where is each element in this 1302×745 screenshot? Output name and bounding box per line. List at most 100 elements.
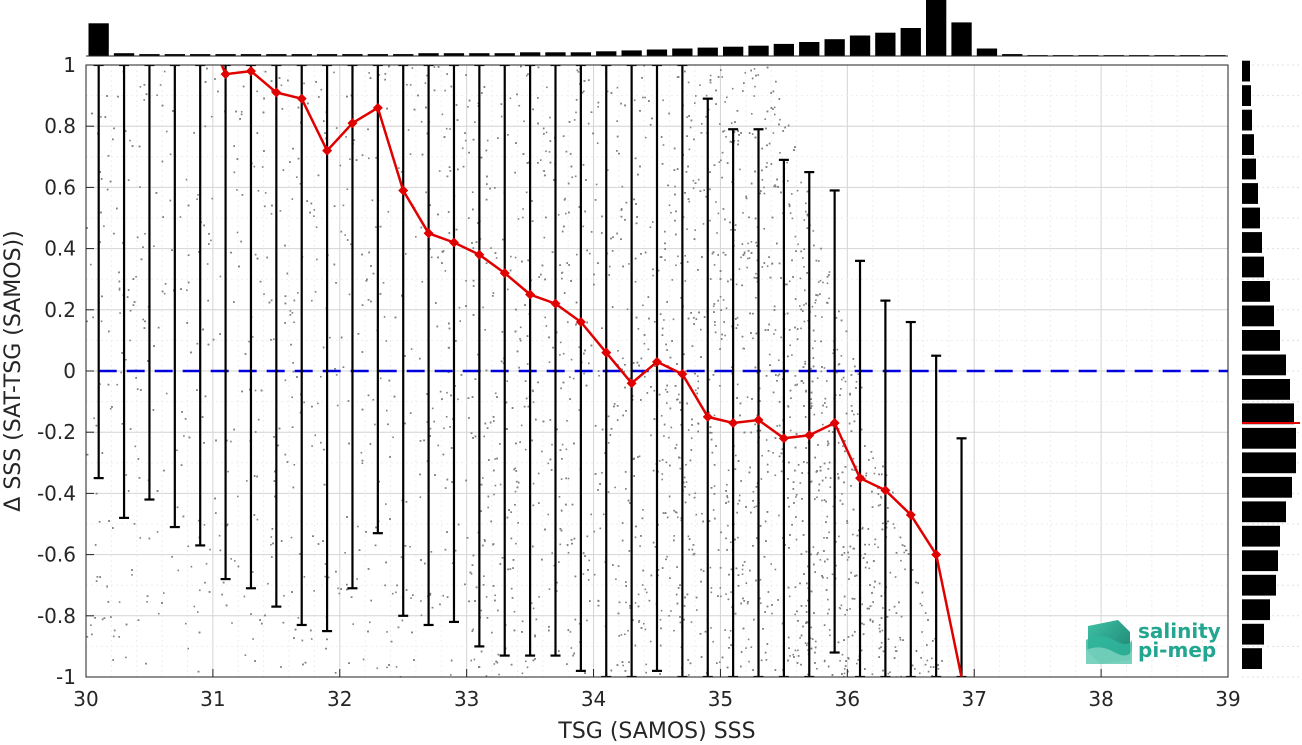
- scatter-point: [774, 185, 777, 188]
- scatter-point: [806, 461, 808, 464]
- scatter-point: [926, 659, 929, 662]
- scatter-point: [837, 473, 839, 475]
- scatter-point: [593, 530, 596, 533]
- scatter-point: [196, 198, 198, 200]
- scatter-point: [849, 392, 851, 395]
- scatter-point: [444, 487, 447, 489]
- top-histogram-bar: [520, 52, 541, 56]
- scatter-point: [866, 561, 868, 564]
- scatter-point: [420, 121, 423, 123]
- scatter-point: [645, 671, 647, 674]
- scatter-point: [486, 183, 488, 185]
- scatter-point: [735, 567, 738, 570]
- scatter-point: [266, 256, 268, 259]
- scatter-point: [483, 575, 485, 577]
- scatter-point: [742, 627, 745, 630]
- scatter-point: [815, 294, 817, 296]
- scatter-point: [637, 605, 640, 608]
- scatter-point: [659, 313, 662, 315]
- scatter-point: [671, 340, 673, 342]
- scatter-point: [673, 509, 675, 512]
- scatter-point: [322, 346, 325, 349]
- scatter-point: [95, 492, 98, 495]
- scatter-point: [236, 158, 239, 160]
- scatter-point: [531, 389, 534, 392]
- scatter-point: [753, 61, 755, 63]
- scatter-point: [756, 414, 759, 417]
- scatter-point: [837, 641, 840, 644]
- scatter-point: [628, 661, 630, 663]
- scatter-point: [527, 405, 530, 408]
- scatter-point: [291, 198, 294, 200]
- scatter-point: [169, 153, 172, 156]
- scatter-point: [901, 544, 904, 546]
- scatter-point: [650, 386, 652, 388]
- scatter-point: [156, 531, 159, 533]
- scatter-point: [861, 528, 864, 530]
- scatter-point: [789, 344, 791, 347]
- scatter-point: [273, 338, 275, 341]
- scatter-point: [405, 501, 408, 503]
- scatter-point: [796, 662, 799, 664]
- scatter-point: [827, 612, 829, 615]
- scatter-point: [329, 336, 331, 339]
- scatter-point: [917, 582, 919, 584]
- scatter-point: [759, 192, 761, 195]
- right-histogram-bar: [1242, 330, 1280, 351]
- scatter-point: [101, 452, 104, 454]
- scatter-point: [187, 545, 190, 548]
- scatter-point: [854, 631, 856, 633]
- scatter-point: [868, 567, 871, 570]
- scatter-point: [531, 200, 533, 202]
- scatter-point: [869, 584, 871, 586]
- scatter-point: [700, 132, 703, 134]
- scatter-point: [848, 556, 850, 559]
- scatter-point: [642, 569, 644, 572]
- scatter-point: [669, 577, 671, 579]
- scatter-point: [836, 348, 839, 351]
- scatter-point: [800, 634, 803, 637]
- scatter-point: [429, 248, 431, 250]
- scatter-point: [781, 448, 784, 450]
- scatter-point: [753, 276, 756, 279]
- scatter-point: [450, 447, 453, 449]
- scatter-point: [668, 436, 670, 439]
- scatter-point: [738, 268, 741, 270]
- scatter-point: [815, 299, 817, 301]
- scatter-point: [290, 343, 292, 346]
- scatter-point: [253, 165, 256, 168]
- scatter-point: [836, 371, 838, 374]
- scatter-point: [320, 375, 322, 378]
- scatter-point: [90, 624, 92, 626]
- scatter-point: [472, 208, 474, 211]
- scatter-point: [725, 490, 727, 492]
- scatter-point: [895, 650, 898, 652]
- scatter-point: [810, 590, 813, 593]
- scatter-point: [725, 537, 727, 540]
- scatter-point: [921, 631, 923, 633]
- scatter-point: [599, 483, 601, 485]
- scatter-point: [737, 574, 740, 576]
- scatter-point: [882, 522, 884, 525]
- scatter-point: [498, 673, 500, 676]
- scatter-point: [588, 362, 590, 365]
- scatter-point: [93, 417, 95, 419]
- scatter-point: [270, 543, 272, 546]
- scatter-point: [710, 591, 713, 594]
- scatter-point: [274, 495, 276, 498]
- scatter-point: [795, 538, 798, 541]
- scatter-point: [264, 614, 266, 617]
- scatter-point: [547, 513, 550, 516]
- scatter-point: [680, 262, 682, 264]
- scatter-point: [520, 424, 523, 427]
- scatter-point: [710, 487, 713, 489]
- scatter-point: [739, 168, 741, 171]
- scatter-point: [531, 220, 534, 222]
- scatter-point: [927, 670, 930, 673]
- scatter-point: [840, 604, 843, 607]
- scatter-point: [756, 537, 758, 539]
- scatter-point: [334, 368, 336, 370]
- scatter-point: [226, 524, 228, 527]
- scatter-point: [644, 96, 646, 99]
- scatter-point: [514, 256, 517, 259]
